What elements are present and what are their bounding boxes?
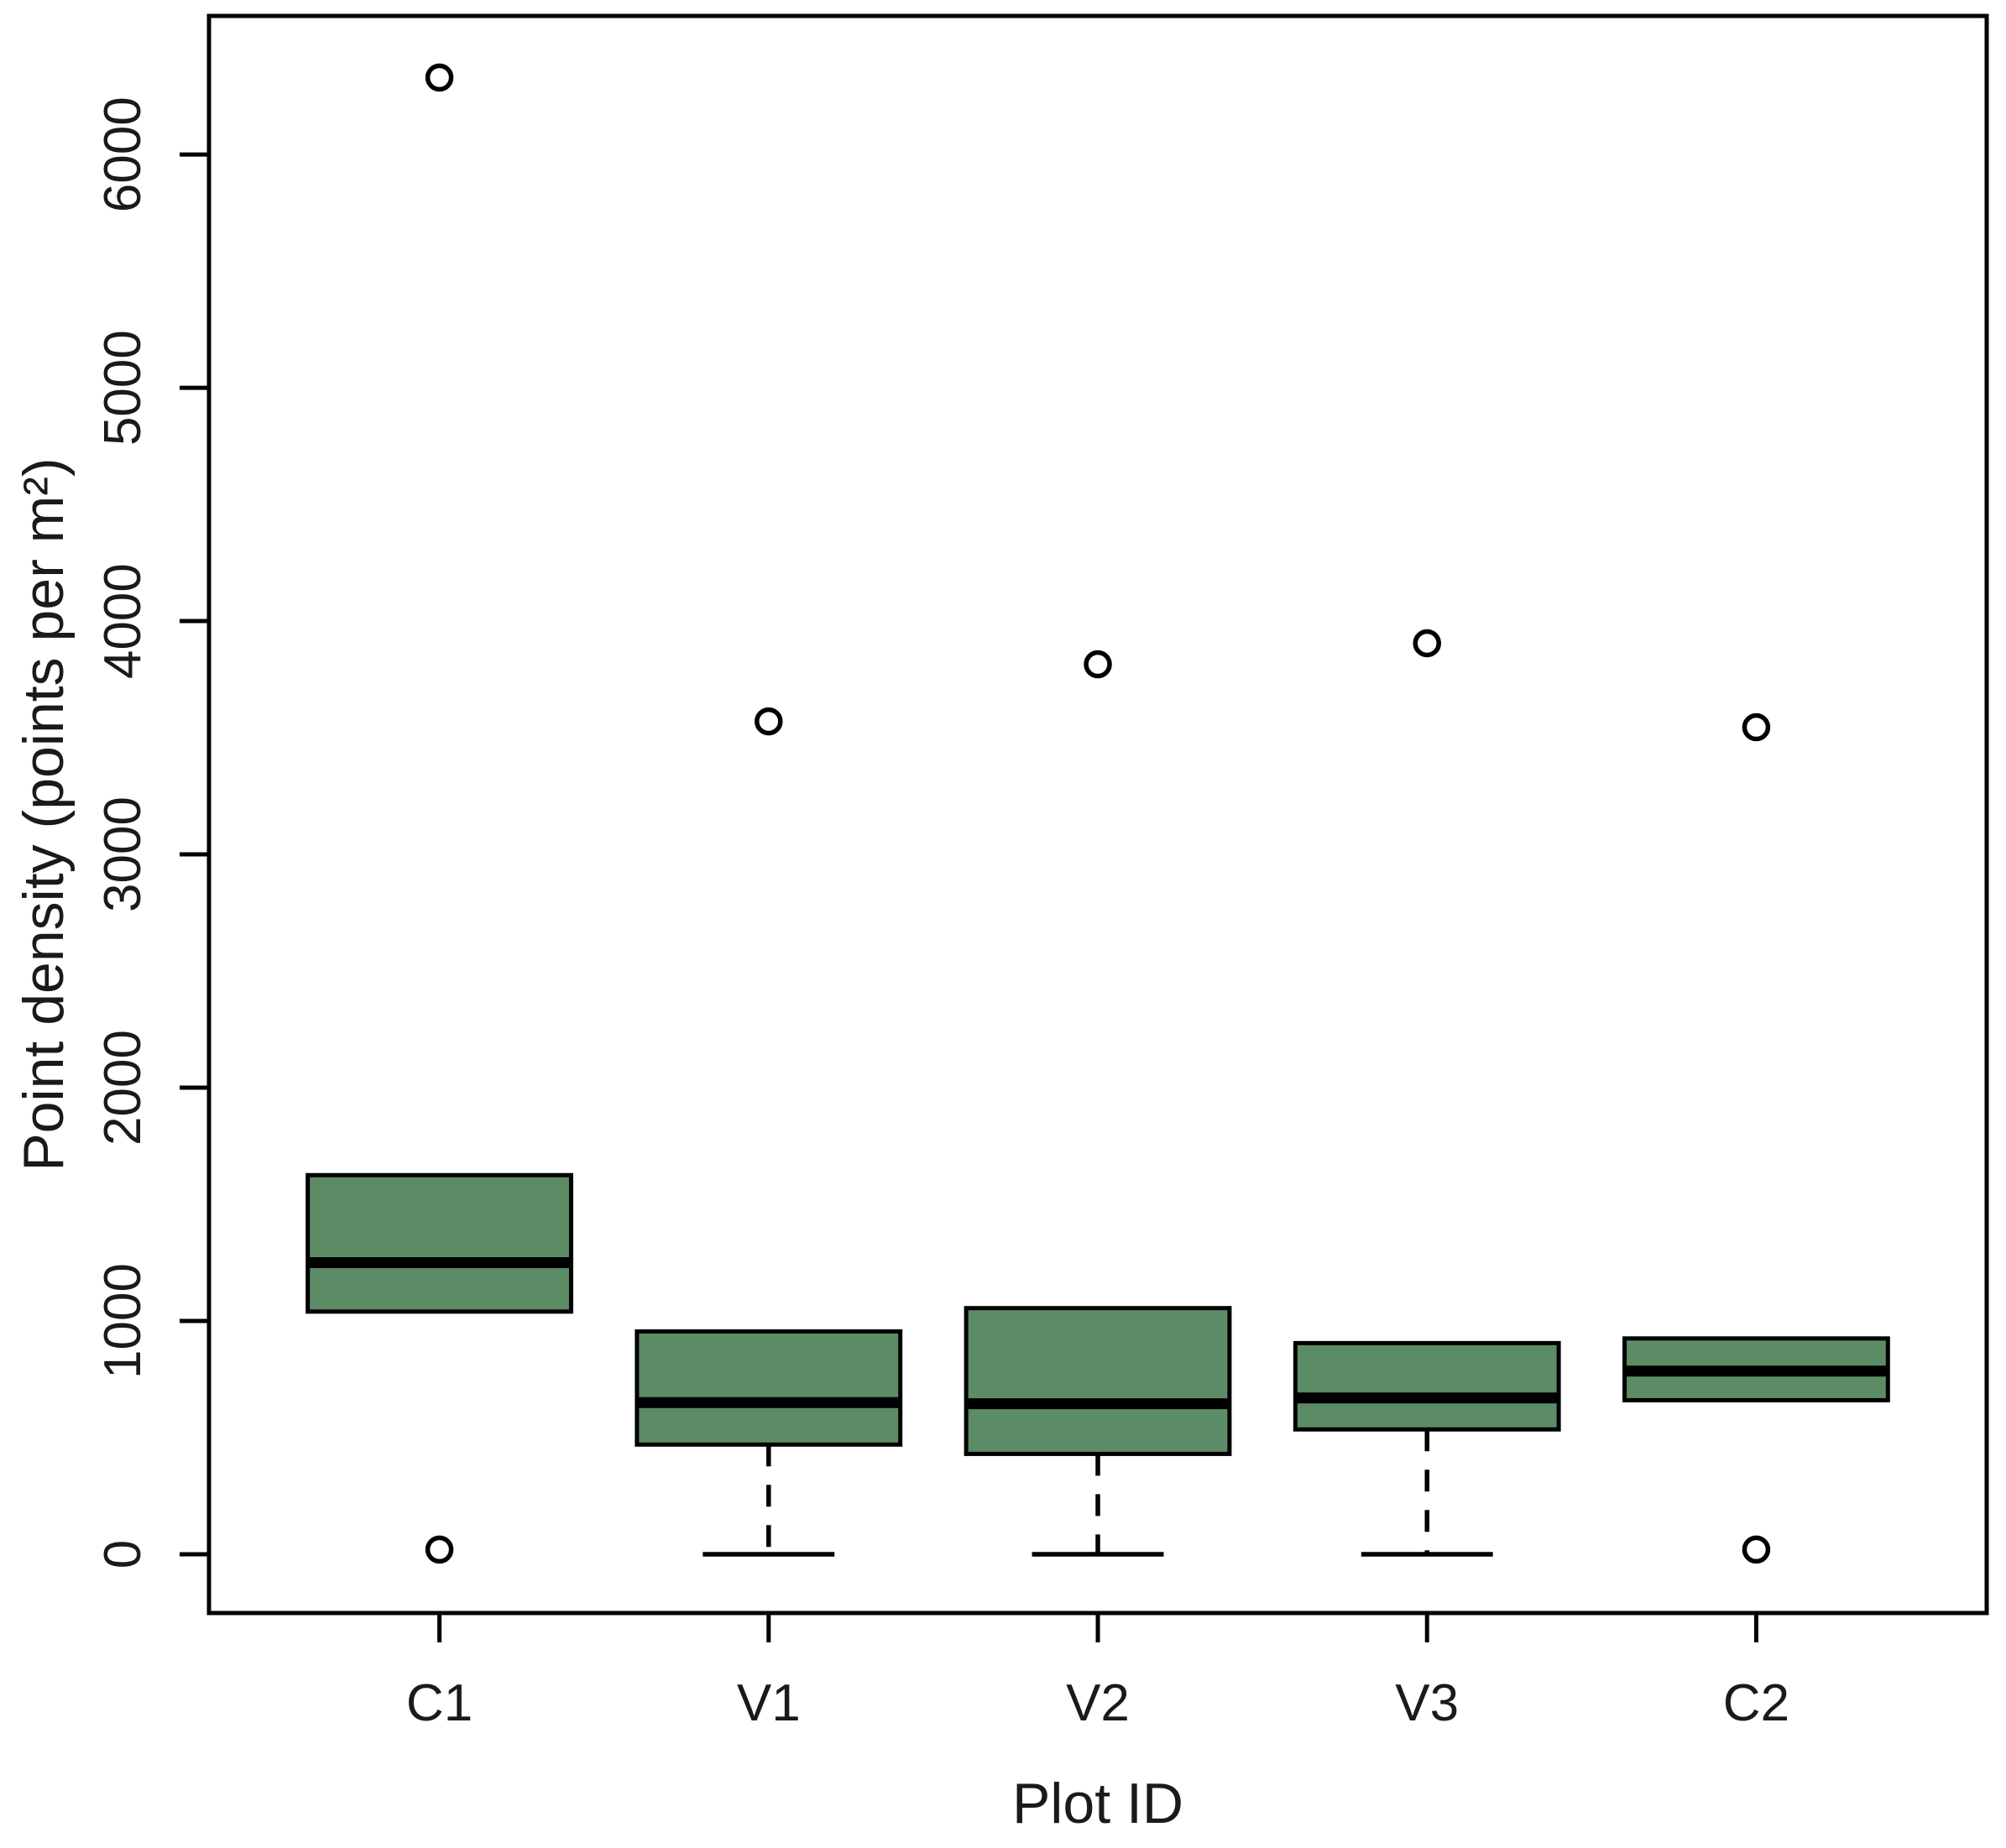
y-tick-label: 3000 bbox=[94, 796, 152, 912]
outlier-point-C2 bbox=[1742, 713, 1771, 742]
box-C1 bbox=[306, 1172, 573, 1314]
outlier-point-C1 bbox=[425, 1535, 454, 1564]
outlier-point-V3 bbox=[1413, 629, 1441, 658]
y-tick-label: 5000 bbox=[94, 330, 152, 446]
y-axis-title: Point density (points per m²) bbox=[12, 457, 76, 1171]
x-tick-label: C2 bbox=[1723, 1674, 1789, 1732]
y-tick-label: 4000 bbox=[94, 563, 152, 679]
x-tick-label: V3 bbox=[1395, 1674, 1459, 1732]
x-axis-title: Plot ID bbox=[1012, 1772, 1183, 1835]
y-tick-label: 1000 bbox=[94, 1263, 152, 1379]
outlier-point-C2 bbox=[1742, 1535, 1771, 1564]
box-V1 bbox=[635, 1329, 903, 1447]
x-tick-label: C1 bbox=[406, 1674, 473, 1732]
y-tick-label: 6000 bbox=[94, 97, 152, 212]
x-tick-label: V2 bbox=[1066, 1674, 1130, 1732]
box-V2 bbox=[964, 1306, 1232, 1456]
outlier-point-V2 bbox=[1084, 650, 1112, 679]
y-tick-label: 0 bbox=[94, 1540, 152, 1569]
outlier-point-V1 bbox=[755, 707, 783, 736]
x-tick-label: V1 bbox=[737, 1674, 801, 1732]
y-tick-label: 2000 bbox=[94, 1030, 152, 1146]
outlier-point-C1 bbox=[425, 63, 454, 92]
box-V3 bbox=[1293, 1340, 1561, 1432]
